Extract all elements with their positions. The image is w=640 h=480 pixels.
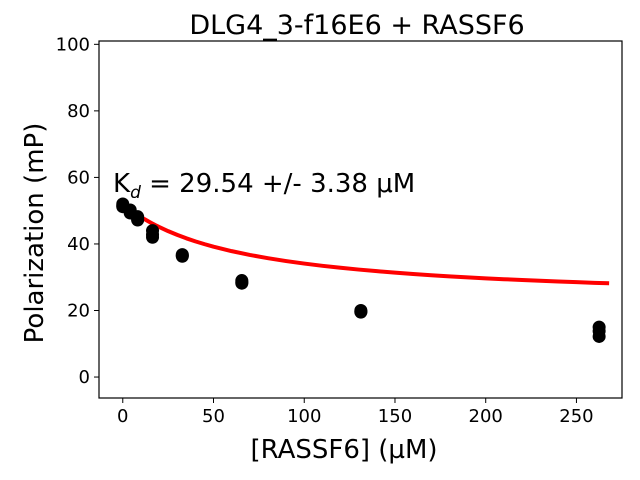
data-point: [175, 249, 189, 263]
plot-area: [98, 40, 623, 399]
kd-annotation-subscript: d: [130, 183, 141, 203]
plot-frame: [98, 40, 623, 399]
chart-title: DLG4_3-f16E6 + RASSF6: [189, 10, 524, 41]
y-tick-label: 40: [67, 234, 90, 255]
x-tick-label: 0: [117, 406, 128, 427]
data-point: [235, 276, 249, 290]
fit-curve: [121, 202, 610, 286]
data-point: [592, 329, 606, 343]
data-point: [146, 228, 160, 242]
data-point: [354, 305, 368, 319]
x-tick-label: 100: [287, 406, 321, 427]
y-tick-label: 80: [67, 101, 90, 122]
x-tick-label: 150: [378, 406, 412, 427]
y-tick-label: 100: [56, 34, 90, 55]
x-axis-label: [RASSF6] (µM): [250, 435, 437, 465]
y-tick-label: 0: [79, 367, 90, 388]
y-axis-ticks: 0 20 40 60 80 100: [56, 34, 99, 388]
kd-annotation-prefix: K: [113, 169, 131, 199]
kd-annotation: Kd = 29.54 +/- 3.38 μM: [113, 169, 415, 203]
data-point: [131, 213, 145, 227]
x-tick-label: 250: [559, 406, 593, 427]
y-tick-label: 20: [67, 300, 90, 321]
y-tick-label: 60: [67, 167, 90, 188]
x-tick-label: 200: [469, 406, 503, 427]
kd-annotation-value: = 29.54 +/- 3.38 μM: [141, 169, 415, 199]
y-axis-label: Polarization (mP): [20, 123, 50, 344]
x-tick-label: 50: [202, 406, 225, 427]
x-axis-ticks: 0 50 100 150 200 250: [117, 398, 594, 427]
